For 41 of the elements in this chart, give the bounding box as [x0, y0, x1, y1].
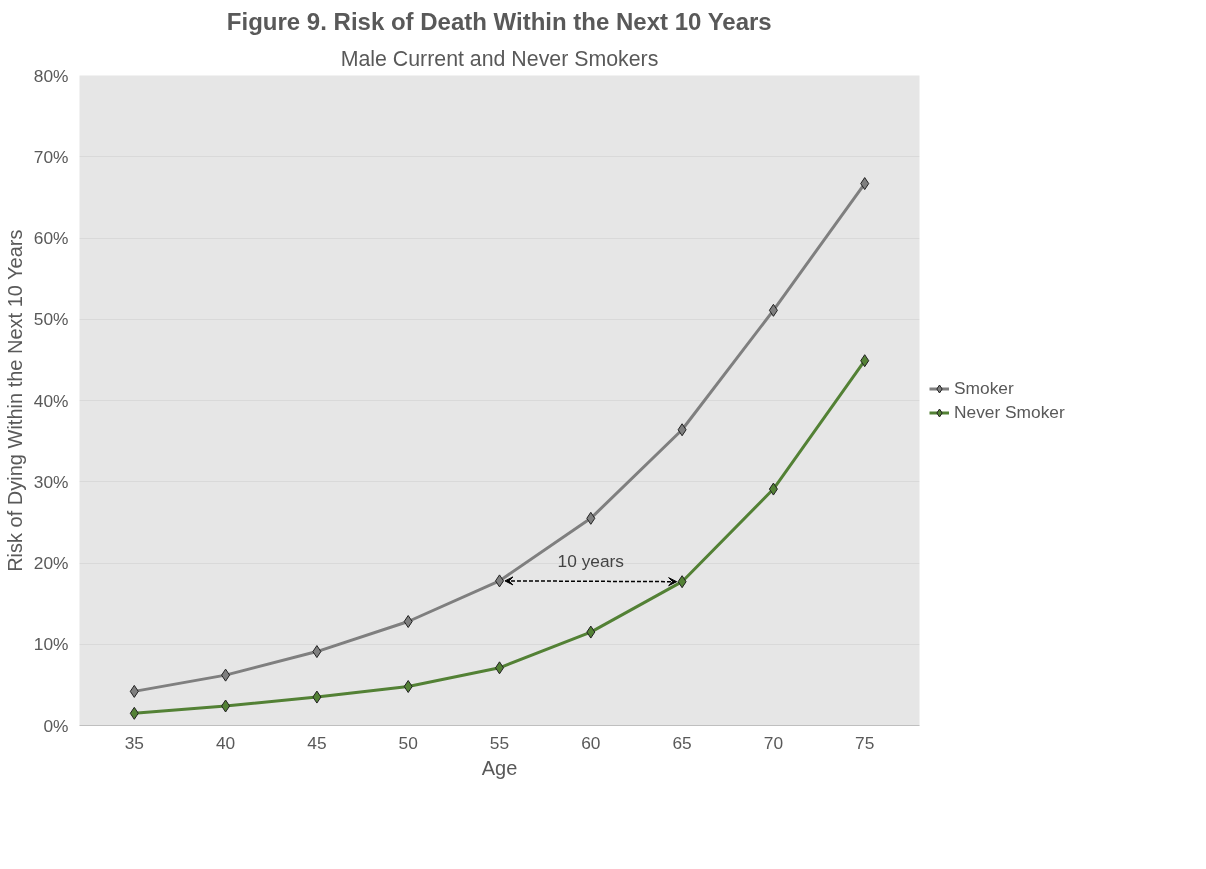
y-tick-label: 70% [33, 146, 69, 167]
point [677, 575, 687, 589]
x-tick-label: 65 [672, 732, 692, 753]
point [677, 423, 687, 437]
y-tick-label: 60% [33, 228, 69, 248]
point [768, 482, 778, 496]
y-axis-title: Risk of Dying Within the Next 10 Years [3, 229, 26, 572]
y-tick-label: 30% [33, 471, 69, 492]
point [860, 177, 870, 191]
x-tick-label: 50 [398, 732, 418, 753]
chart-title: Figure 9. Risk of Death Within the Next 10 Years [226, 7, 772, 35]
point [768, 303, 778, 317]
annotation: 10 years [557, 550, 625, 571]
point [312, 690, 322, 704]
y-tick-label: 50% [33, 309, 69, 330]
point [586, 511, 596, 525]
point [860, 354, 870, 368]
x-tick-label: 45 [307, 732, 327, 753]
legend-label: Never Smoker [954, 401, 1065, 423]
point [129, 706, 139, 720]
point [312, 645, 322, 659]
point [129, 684, 139, 698]
x-tick-label: 75 [855, 732, 875, 753]
x-tick-label: 55 [489, 732, 510, 753]
point [403, 680, 413, 693]
x-tick-label: 70 [763, 732, 784, 753]
x-tick-label: 40 [215, 732, 236, 753]
x-axis-title: Age [481, 756, 518, 779]
point [221, 699, 231, 713]
y-tick-label: 80% [33, 65, 69, 86]
legend-label: Smoker [954, 377, 1014, 399]
y-tick-label: 10% [33, 634, 69, 655]
y-tick-label: 40% [33, 390, 69, 411]
chart-subtitle: Male Current and Never Smokers [340, 46, 659, 71]
point [403, 615, 413, 628]
y-tick-label: 0% [43, 715, 69, 736]
point [586, 625, 596, 639]
y-tick-label: 20% [33, 553, 69, 573]
x-tick-label: 60 [581, 732, 601, 753]
x-tick-label: 35 [124, 732, 144, 753]
point [221, 668, 231, 682]
